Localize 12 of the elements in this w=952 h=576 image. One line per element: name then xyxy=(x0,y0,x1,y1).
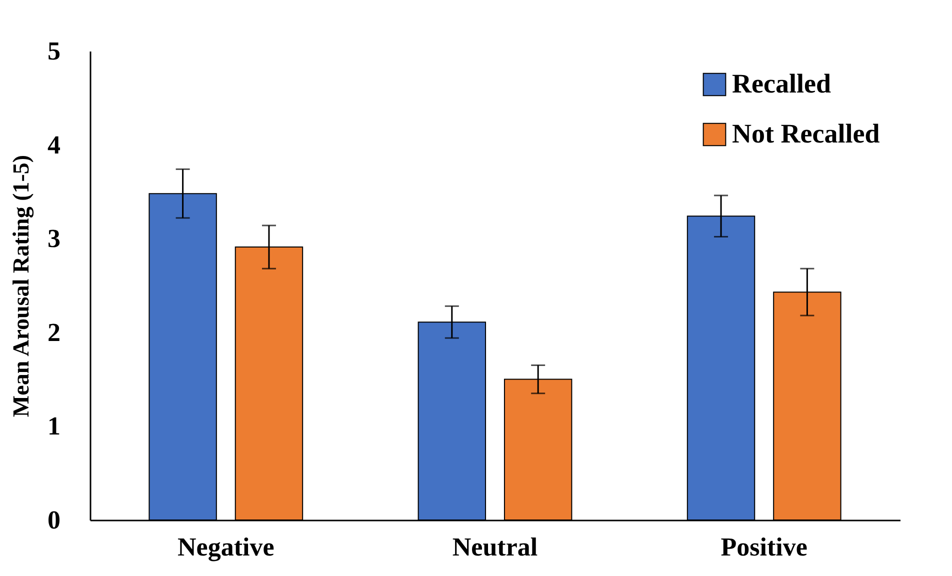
y-tick-label: 2 xyxy=(48,318,60,347)
legend-label: Recalled xyxy=(732,68,831,98)
y-axis-title: Mean Arousal Rating (1-5) xyxy=(8,154,34,418)
x-tick-label: Negative xyxy=(178,532,274,562)
y-tick-label: 4 xyxy=(48,130,60,160)
x-tick-label: Positive xyxy=(720,532,808,562)
y-tick-label: 0 xyxy=(48,506,60,534)
legend-label: Not Recalled xyxy=(732,118,880,148)
y-tick-label: 3 xyxy=(48,224,60,254)
y-tick-label: 5 xyxy=(48,36,60,66)
y-tick-label: 1 xyxy=(48,412,60,441)
x-tick-label: Neutral xyxy=(452,532,538,562)
